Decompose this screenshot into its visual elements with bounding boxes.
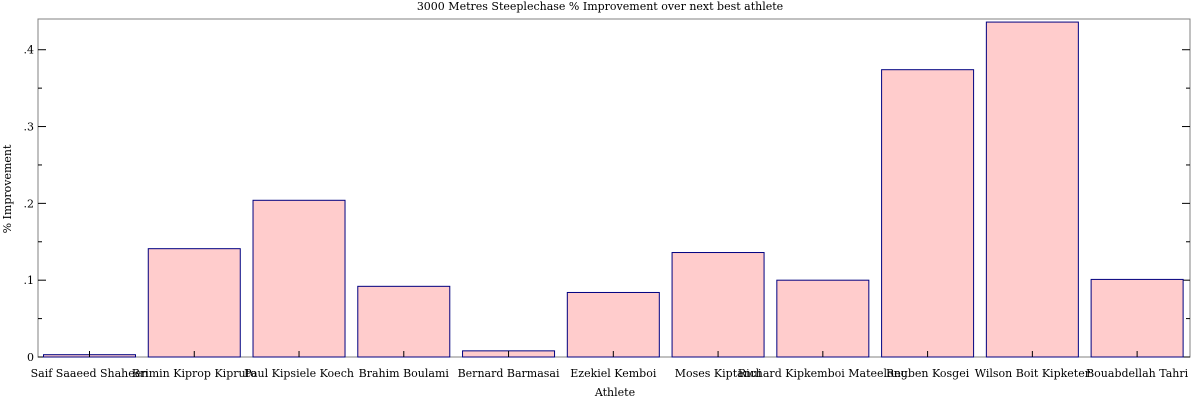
bar: [776, 279, 870, 358]
x-tick-label: Ezekiel Kemboi: [570, 367, 657, 380]
y-tick-label: .1: [24, 274, 35, 287]
y-tick-label: .3: [24, 121, 35, 134]
chart-title: 3000 Metres Steeplechase % Improvement o…: [417, 0, 783, 13]
x-axis-title: Athlete: [594, 386, 635, 399]
x-tick-label: Wilson Boit Kipketer: [975, 367, 1091, 380]
y-tick-label: .4: [24, 44, 35, 57]
x-tick-label: Saif Saaeed Shaheen: [31, 367, 149, 380]
x-tick-label: Paul Kipsiele Koech: [244, 367, 354, 380]
bar: [881, 69, 975, 358]
bar: [985, 21, 1079, 358]
bar: [357, 285, 451, 358]
x-tick-label: Richard Kipkemboi Mateelong: [738, 367, 908, 380]
y-tick-label: 0: [27, 351, 34, 364]
bar: [1090, 278, 1184, 358]
x-tick-label: Brahim Boulami: [359, 367, 450, 380]
y-tick-label: .2: [24, 197, 35, 210]
bar: [147, 248, 241, 358]
bar: [252, 199, 346, 358]
x-tick-label: Moses Kiptanui: [675, 367, 762, 380]
x-tick-label: Brimin Kiprop Kipruto: [132, 367, 257, 380]
x-tick-label: Reuben Kosgei: [886, 367, 970, 380]
y-axis-ticks: 0 .1 .2 .3 .4: [24, 44, 1190, 364]
y-axis-title: % Improvement: [1, 144, 14, 233]
bar: [671, 252, 765, 358]
bar: [566, 291, 660, 358]
bars: [43, 21, 1184, 358]
x-tick-label: Bouabdellah Tahri: [1086, 367, 1189, 380]
x-tick-label: Bernard Barmasai: [458, 367, 560, 380]
